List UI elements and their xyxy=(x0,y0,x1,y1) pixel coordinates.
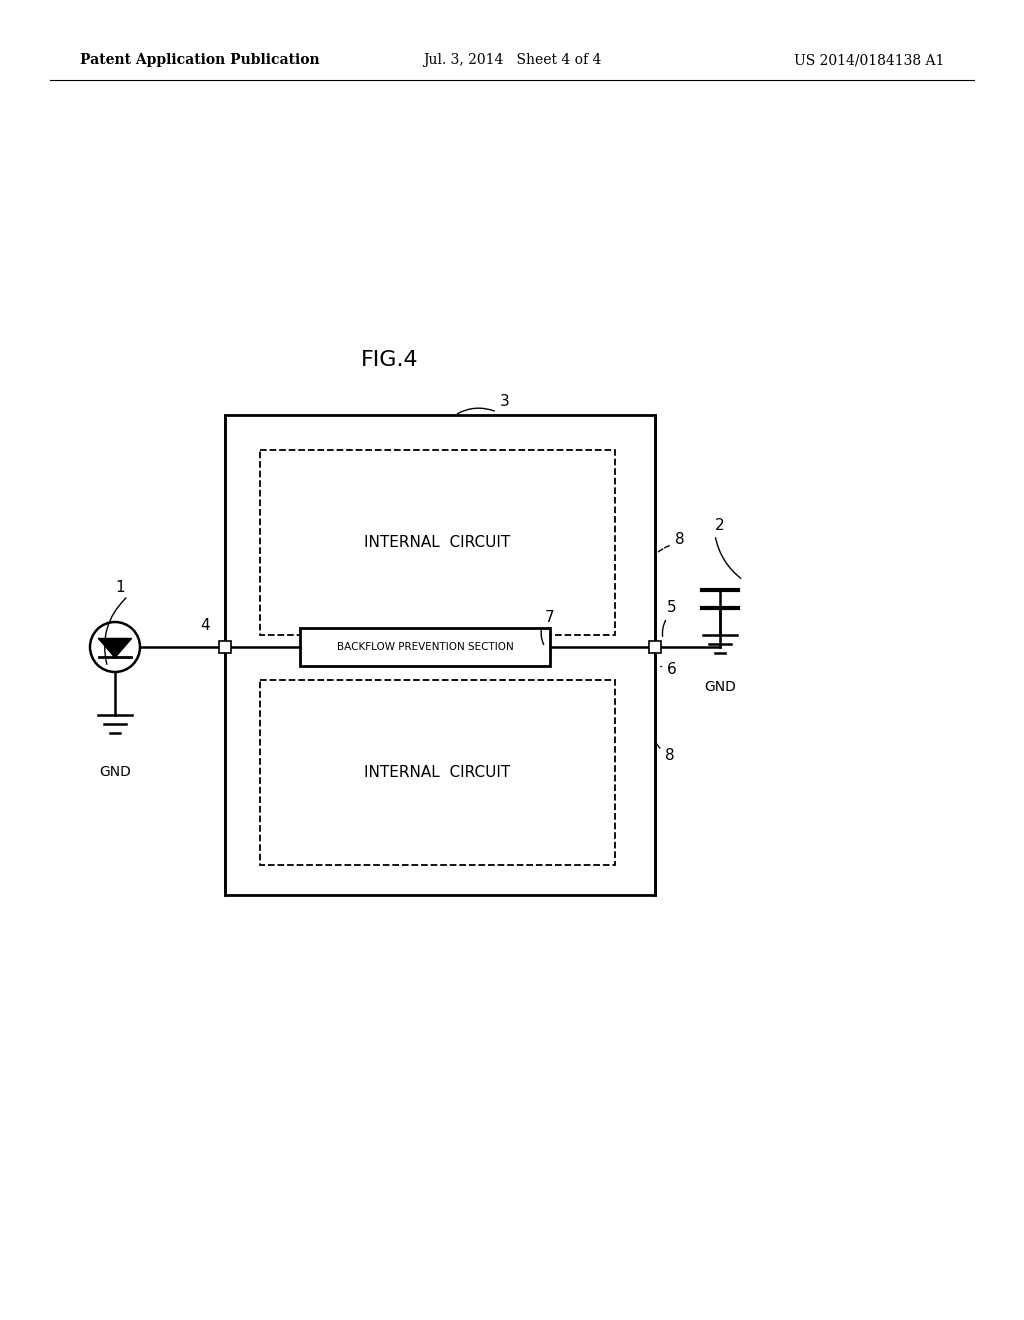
Text: GND: GND xyxy=(99,766,131,779)
Text: 6: 6 xyxy=(667,663,677,677)
Bar xyxy=(260,680,615,865)
Text: 2: 2 xyxy=(715,517,725,532)
Text: US 2014/0184138 A1: US 2014/0184138 A1 xyxy=(794,53,944,67)
Text: 7: 7 xyxy=(545,610,555,626)
Bar xyxy=(300,628,550,667)
Text: 4: 4 xyxy=(200,619,210,634)
Text: Jul. 3, 2014   Sheet 4 of 4: Jul. 3, 2014 Sheet 4 of 4 xyxy=(423,53,601,67)
Polygon shape xyxy=(98,639,131,657)
Text: 8: 8 xyxy=(675,532,685,548)
Text: 8: 8 xyxy=(665,747,675,763)
Text: 1: 1 xyxy=(115,581,125,595)
Bar xyxy=(260,450,615,635)
Text: BACKFLOW PREVENTION SECTION: BACKFLOW PREVENTION SECTION xyxy=(337,642,513,652)
Bar xyxy=(225,414,655,895)
Text: 3: 3 xyxy=(500,395,510,409)
Text: FIG.4: FIG.4 xyxy=(361,350,419,370)
Text: INTERNAL  CIRCUIT: INTERNAL CIRCUIT xyxy=(365,535,511,550)
Text: GND: GND xyxy=(705,680,736,694)
Bar xyxy=(649,642,662,653)
Text: INTERNAL  CIRCUIT: INTERNAL CIRCUIT xyxy=(365,766,511,780)
Text: Patent Application Publication: Patent Application Publication xyxy=(80,53,319,67)
Bar xyxy=(219,642,231,653)
Text: 5: 5 xyxy=(668,601,677,615)
